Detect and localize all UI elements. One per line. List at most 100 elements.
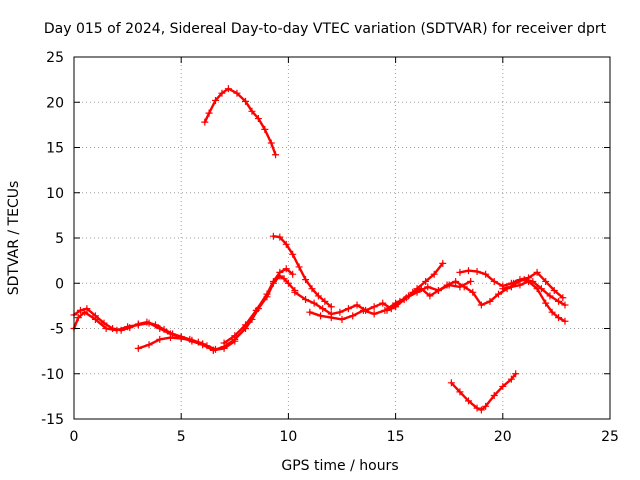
data-point xyxy=(529,277,537,285)
data-point xyxy=(218,89,226,97)
data-point xyxy=(306,308,314,316)
y-tick-label: 25 xyxy=(46,50,64,66)
data-point xyxy=(327,303,335,311)
data-point xyxy=(400,296,408,304)
data-point xyxy=(254,115,262,123)
series-arc-bottom xyxy=(447,370,520,414)
data-point xyxy=(344,305,352,313)
data-point xyxy=(533,268,541,276)
series-line xyxy=(385,280,517,312)
data-point xyxy=(261,125,269,133)
data-point xyxy=(134,344,142,352)
data-point xyxy=(199,340,207,348)
data-point xyxy=(499,285,507,293)
data-point xyxy=(477,301,485,309)
data-point xyxy=(490,277,498,285)
data-point xyxy=(280,275,288,283)
y-tick-label: -15 xyxy=(41,412,64,428)
series-arc-descent xyxy=(269,232,335,311)
data-point xyxy=(349,312,357,320)
data-point xyxy=(495,290,503,298)
data-point xyxy=(102,325,110,332)
data-point xyxy=(242,321,250,329)
data-point xyxy=(212,96,220,104)
data-point xyxy=(559,294,567,302)
series-line xyxy=(272,235,333,308)
y-axis-label: SDTVAR / TECUs xyxy=(6,181,22,296)
data-point xyxy=(486,297,494,305)
data-point xyxy=(379,299,387,307)
data-point xyxy=(160,325,168,333)
data-point xyxy=(134,320,142,328)
data-point xyxy=(507,283,515,291)
data-point xyxy=(91,312,99,320)
ticks: 0 5 10 15 20 25 -15 -10 -5 0 5 10 15 20 25 xyxy=(41,50,619,445)
x-tick-label: 20 xyxy=(494,429,512,445)
data-point xyxy=(353,301,361,309)
data-point xyxy=(100,319,108,327)
y-tick-label: 0 xyxy=(55,276,64,292)
data-point xyxy=(430,270,438,278)
data-point xyxy=(473,404,481,412)
data-point xyxy=(512,370,520,378)
y-tick-label: 5 xyxy=(55,231,64,247)
data-point xyxy=(220,339,228,347)
series-line xyxy=(203,87,277,156)
data-point xyxy=(76,306,84,314)
data-point xyxy=(482,270,490,278)
series-layer xyxy=(70,85,569,414)
data-point xyxy=(269,277,277,285)
data-point xyxy=(510,279,518,287)
data-point xyxy=(117,326,125,334)
data-point xyxy=(460,283,468,291)
data-point xyxy=(327,314,335,322)
data-point xyxy=(477,406,485,414)
data-point xyxy=(507,375,515,383)
y-tick-label: 20 xyxy=(46,95,64,111)
data-point xyxy=(151,321,159,329)
data-point xyxy=(289,270,297,278)
data-point xyxy=(302,296,310,304)
data-point xyxy=(443,281,451,289)
data-point xyxy=(473,267,481,275)
x-tick-label: 25 xyxy=(601,429,619,445)
series-arc-right-lower xyxy=(499,277,569,325)
series-line xyxy=(293,262,444,316)
data-point xyxy=(542,299,550,307)
series-line xyxy=(137,336,236,352)
data-point xyxy=(516,281,524,289)
data-point xyxy=(469,288,477,296)
series-arc-rise xyxy=(220,265,297,347)
data-point xyxy=(439,259,447,267)
data-point xyxy=(422,277,430,285)
y-tick-label: -10 xyxy=(41,367,64,383)
data-point xyxy=(156,335,164,343)
data-point xyxy=(310,299,318,307)
data-point xyxy=(188,336,196,344)
data-point xyxy=(143,318,151,326)
data-point xyxy=(409,288,417,296)
data-point xyxy=(456,268,464,276)
data-point xyxy=(263,290,271,298)
data-point xyxy=(291,288,299,296)
data-point xyxy=(338,315,346,323)
data-point xyxy=(205,109,213,117)
data-point xyxy=(319,305,327,313)
data-point xyxy=(308,285,316,293)
data-point xyxy=(482,402,490,410)
data-point xyxy=(561,317,569,325)
data-point xyxy=(289,250,297,258)
data-point xyxy=(295,263,303,271)
grid xyxy=(74,57,610,419)
data-point xyxy=(282,240,290,248)
data-point xyxy=(276,233,284,241)
data-point xyxy=(317,312,325,320)
data-point xyxy=(417,285,425,293)
series-arc-low-mid xyxy=(134,334,239,354)
data-point xyxy=(233,89,241,97)
data-point xyxy=(276,268,284,276)
y-tick-label: -5 xyxy=(50,322,64,338)
data-point xyxy=(302,276,310,284)
data-point xyxy=(546,292,554,300)
